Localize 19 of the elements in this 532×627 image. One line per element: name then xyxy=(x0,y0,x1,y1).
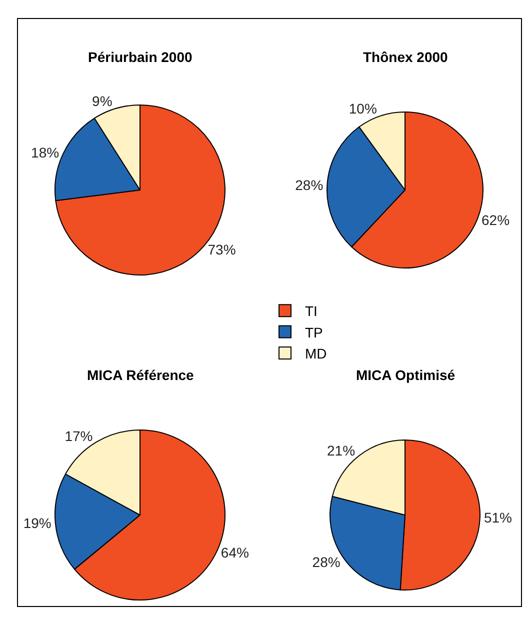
chart-title: Périurbain 2000 xyxy=(88,49,192,65)
data-label: 28% xyxy=(312,554,340,570)
legend-label: TP xyxy=(305,324,323,340)
data-label: 18% xyxy=(31,144,60,160)
chart-title: MICA Référence xyxy=(87,367,194,383)
data-label: 21% xyxy=(327,442,356,459)
data-label: 51% xyxy=(484,509,512,526)
data-label: 17% xyxy=(64,428,93,444)
data-label: 10% xyxy=(348,100,377,117)
chart-title: Thônex 2000 xyxy=(363,49,448,65)
legend-label: TI xyxy=(305,303,318,320)
chart-title: MICA Optimisé xyxy=(356,367,456,383)
legend-label: MD xyxy=(305,345,327,362)
data-label: 9% xyxy=(92,93,112,109)
data-label: 73% xyxy=(208,242,236,258)
data-label: 19% xyxy=(23,515,52,532)
data-label: 28% xyxy=(295,177,324,194)
data-label: 62% xyxy=(482,212,510,228)
data-label: 64% xyxy=(220,544,249,561)
